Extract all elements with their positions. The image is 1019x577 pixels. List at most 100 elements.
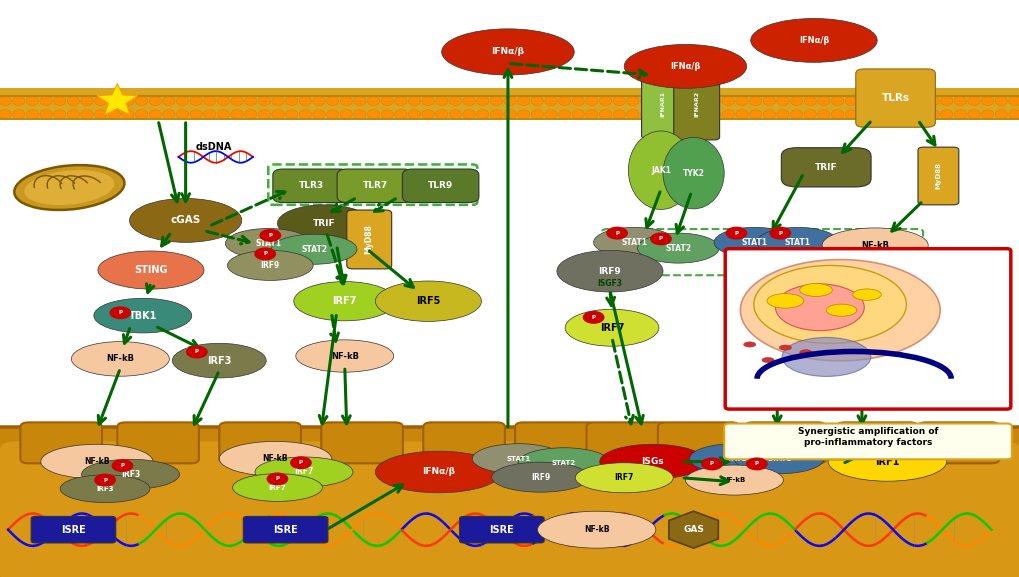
Ellipse shape xyxy=(40,110,52,119)
Text: MyD88: MyD88 xyxy=(365,224,373,254)
Ellipse shape xyxy=(953,96,965,106)
Ellipse shape xyxy=(694,110,706,119)
Text: GAS: GAS xyxy=(683,525,703,534)
Ellipse shape xyxy=(803,110,815,119)
Text: NF-kB: NF-kB xyxy=(330,351,359,361)
FancyBboxPatch shape xyxy=(917,147,958,205)
Ellipse shape xyxy=(26,96,39,106)
Ellipse shape xyxy=(258,110,270,119)
Ellipse shape xyxy=(593,227,675,257)
Ellipse shape xyxy=(518,448,609,478)
Ellipse shape xyxy=(926,110,938,119)
Ellipse shape xyxy=(681,110,693,119)
Ellipse shape xyxy=(774,284,863,331)
Ellipse shape xyxy=(339,96,352,106)
Ellipse shape xyxy=(448,110,461,119)
Ellipse shape xyxy=(230,110,243,119)
FancyBboxPatch shape xyxy=(219,422,301,463)
Text: STAT1: STAT1 xyxy=(255,239,281,248)
Ellipse shape xyxy=(735,110,747,119)
Ellipse shape xyxy=(408,110,420,119)
FancyBboxPatch shape xyxy=(836,422,917,463)
Ellipse shape xyxy=(681,96,693,106)
Ellipse shape xyxy=(285,96,298,106)
Text: P: P xyxy=(658,237,662,241)
Ellipse shape xyxy=(852,289,880,300)
Ellipse shape xyxy=(217,96,229,106)
FancyBboxPatch shape xyxy=(586,422,667,463)
Text: STAT1: STAT1 xyxy=(621,238,647,247)
Circle shape xyxy=(650,233,671,245)
Ellipse shape xyxy=(0,110,11,119)
Ellipse shape xyxy=(394,110,407,119)
Ellipse shape xyxy=(531,96,543,106)
Ellipse shape xyxy=(204,96,216,106)
Ellipse shape xyxy=(255,457,353,487)
Ellipse shape xyxy=(94,298,192,333)
Ellipse shape xyxy=(825,304,856,316)
Text: IFNα/β: IFNα/β xyxy=(422,467,454,477)
Circle shape xyxy=(701,458,721,470)
Ellipse shape xyxy=(779,345,791,350)
Ellipse shape xyxy=(313,110,325,119)
Ellipse shape xyxy=(163,110,175,119)
Text: IFNα/β: IFNα/β xyxy=(669,62,700,71)
Ellipse shape xyxy=(503,110,516,119)
Circle shape xyxy=(260,230,280,241)
Text: P: P xyxy=(777,231,782,235)
Text: NF-kB: NF-kB xyxy=(263,454,288,463)
Text: STING: STING xyxy=(135,265,167,275)
Ellipse shape xyxy=(858,110,870,119)
Ellipse shape xyxy=(448,96,461,106)
Ellipse shape xyxy=(637,233,718,263)
Ellipse shape xyxy=(219,441,331,476)
Ellipse shape xyxy=(441,29,574,75)
Text: Synergistic amplification of: Synergistic amplification of xyxy=(797,426,937,436)
Ellipse shape xyxy=(1008,96,1019,106)
Ellipse shape xyxy=(14,165,124,210)
Ellipse shape xyxy=(735,96,747,106)
Ellipse shape xyxy=(776,96,789,106)
Ellipse shape xyxy=(81,110,93,119)
Ellipse shape xyxy=(558,96,571,106)
Circle shape xyxy=(583,312,603,323)
Ellipse shape xyxy=(858,96,870,106)
Text: IRF3: IRF3 xyxy=(207,355,231,366)
FancyBboxPatch shape xyxy=(855,69,934,128)
Text: NF-kB: NF-kB xyxy=(722,477,745,483)
Ellipse shape xyxy=(176,96,189,106)
Ellipse shape xyxy=(472,444,564,474)
Ellipse shape xyxy=(296,340,393,372)
Ellipse shape xyxy=(503,96,516,106)
Text: pro-inflammatory factors: pro-inflammatory factors xyxy=(803,438,931,447)
Circle shape xyxy=(112,460,132,471)
Ellipse shape xyxy=(844,110,856,119)
Ellipse shape xyxy=(285,110,298,119)
FancyBboxPatch shape xyxy=(657,422,739,463)
Ellipse shape xyxy=(60,475,150,503)
Ellipse shape xyxy=(326,96,338,106)
Ellipse shape xyxy=(258,96,270,106)
Ellipse shape xyxy=(544,96,556,106)
Ellipse shape xyxy=(463,110,475,119)
Ellipse shape xyxy=(108,110,120,119)
Ellipse shape xyxy=(740,260,940,361)
Ellipse shape xyxy=(408,96,420,106)
Circle shape xyxy=(726,227,746,239)
Ellipse shape xyxy=(40,96,52,106)
Text: STAT1: STAT1 xyxy=(505,456,530,462)
Ellipse shape xyxy=(277,205,371,242)
Ellipse shape xyxy=(899,110,911,119)
Text: MyD88: MyD88 xyxy=(934,163,941,189)
Text: STAT1: STAT1 xyxy=(741,238,767,247)
Ellipse shape xyxy=(149,96,161,106)
Text: STAT1: STAT1 xyxy=(721,456,746,462)
Ellipse shape xyxy=(272,110,284,119)
Ellipse shape xyxy=(225,228,311,258)
FancyBboxPatch shape xyxy=(423,422,504,463)
Ellipse shape xyxy=(762,110,774,119)
FancyBboxPatch shape xyxy=(723,424,1011,459)
Circle shape xyxy=(110,307,130,319)
Ellipse shape xyxy=(821,228,927,263)
Ellipse shape xyxy=(749,110,761,119)
